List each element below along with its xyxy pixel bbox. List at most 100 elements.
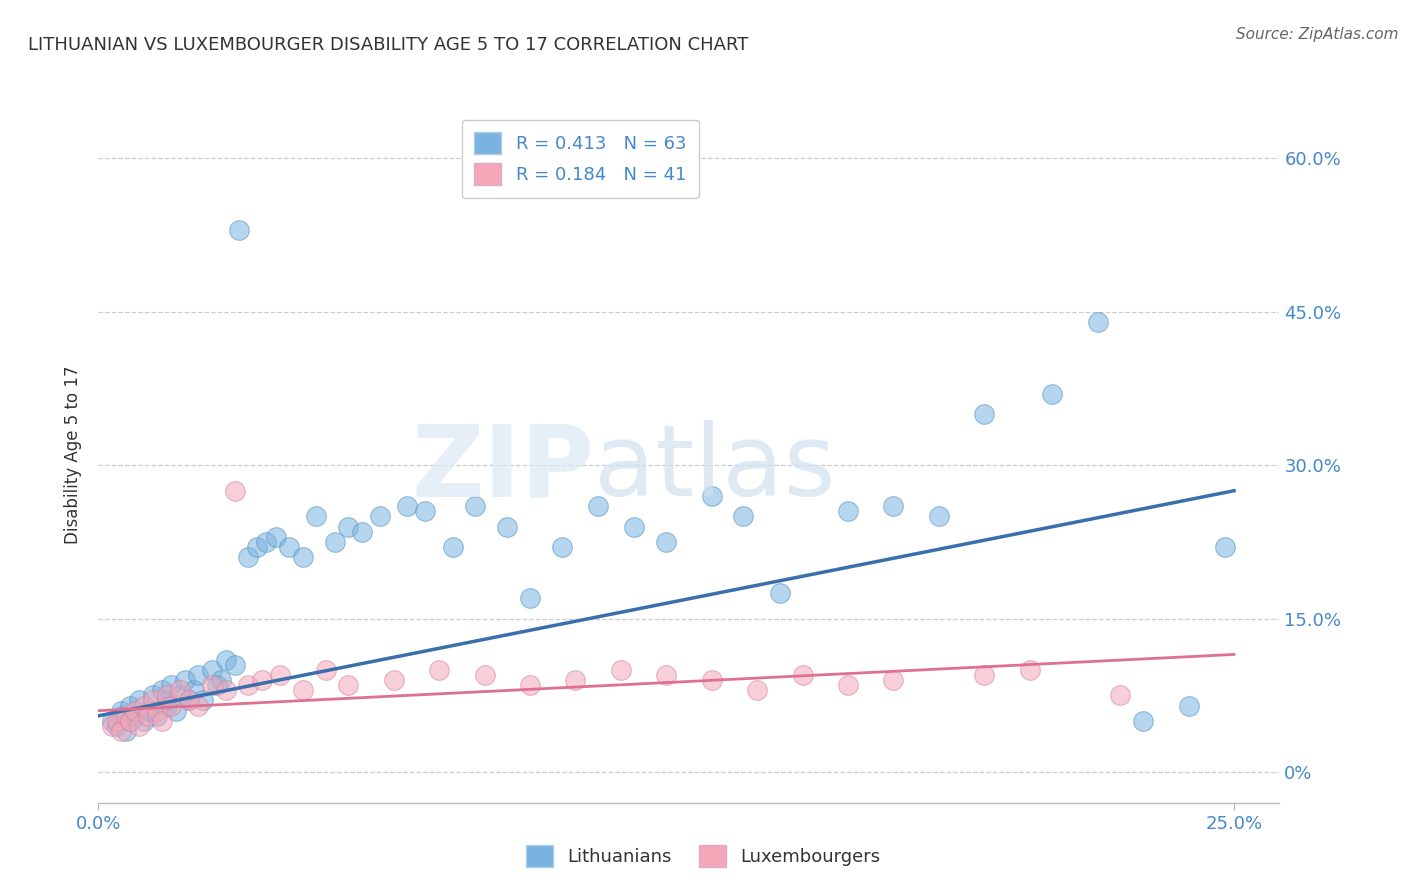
Point	[564, 673, 586, 687]
Point	[179, 693, 201, 707]
Point	[224, 657, 246, 672]
Point	[191, 693, 214, 707]
Point	[214, 683, 236, 698]
Point	[173, 673, 195, 687]
Point	[837, 678, 859, 692]
Point	[1109, 689, 1132, 703]
Point	[610, 663, 633, 677]
Point	[256, 534, 278, 549]
Point	[323, 534, 346, 549]
Point	[427, 663, 450, 677]
Point	[238, 678, 260, 692]
Point	[120, 714, 142, 728]
Point	[1213, 540, 1236, 554]
Legend: R = 0.413   N = 63, R = 0.184   N = 41: R = 0.413 N = 63, R = 0.184 N = 41	[461, 120, 699, 198]
Point	[169, 689, 191, 703]
Point	[337, 519, 360, 533]
Point	[110, 704, 132, 718]
Point	[142, 689, 165, 703]
Point	[337, 678, 360, 692]
Point	[110, 708, 132, 723]
Point	[246, 540, 269, 554]
Text: ZIP: ZIP	[412, 420, 595, 517]
Point	[586, 499, 609, 513]
Point	[551, 540, 574, 554]
Point	[114, 708, 136, 723]
Point	[160, 698, 183, 713]
Point	[882, 673, 904, 687]
Point	[700, 673, 723, 687]
Point	[291, 550, 314, 565]
Point	[110, 724, 132, 739]
Point	[146, 704, 169, 718]
Point	[120, 698, 142, 713]
Point	[114, 724, 136, 739]
Point	[1087, 315, 1109, 329]
Point	[655, 668, 678, 682]
Point	[415, 504, 437, 518]
Point	[146, 708, 169, 723]
Y-axis label: Disability Age 5 to 17: Disability Age 5 to 17	[65, 366, 83, 544]
Point	[132, 714, 155, 728]
Point	[201, 678, 224, 692]
Point	[837, 504, 859, 518]
Point	[474, 668, 496, 682]
Point	[132, 698, 155, 713]
Point	[138, 704, 160, 718]
Point	[205, 678, 228, 692]
Point	[291, 683, 314, 698]
Text: Source: ZipAtlas.com: Source: ZipAtlas.com	[1236, 27, 1399, 42]
Point	[101, 719, 124, 733]
Point	[124, 708, 146, 723]
Text: atlas: atlas	[595, 420, 837, 517]
Point	[238, 550, 260, 565]
Point	[128, 719, 150, 733]
Point	[155, 689, 177, 703]
Point	[1132, 714, 1154, 728]
Point	[519, 678, 541, 692]
Point	[214, 652, 236, 666]
Point	[183, 683, 205, 698]
Point	[224, 483, 246, 498]
Point	[179, 693, 201, 707]
Point	[1040, 386, 1063, 401]
Point	[150, 683, 173, 698]
Point	[496, 519, 519, 533]
Point	[209, 673, 232, 687]
Point	[169, 683, 191, 698]
Point	[464, 499, 486, 513]
Point	[928, 509, 950, 524]
Point	[315, 663, 337, 677]
Point	[882, 499, 904, 513]
Point	[124, 704, 146, 718]
Point	[187, 668, 209, 682]
Point	[155, 698, 177, 713]
Point	[101, 714, 124, 728]
Point	[382, 673, 405, 687]
Point	[250, 673, 273, 687]
Point	[973, 407, 995, 421]
Point	[150, 714, 173, 728]
Point	[128, 693, 150, 707]
Point	[792, 668, 814, 682]
Point	[201, 663, 224, 677]
Point	[519, 591, 541, 606]
Point	[733, 509, 755, 524]
Point	[1018, 663, 1040, 677]
Point	[228, 223, 250, 237]
Point	[269, 668, 291, 682]
Point	[769, 586, 792, 600]
Point	[142, 693, 165, 707]
Point	[1177, 698, 1199, 713]
Point	[160, 678, 183, 692]
Point	[155, 693, 177, 707]
Point	[368, 509, 391, 524]
Point	[655, 534, 678, 549]
Point	[305, 509, 328, 524]
Point	[105, 714, 128, 728]
Point	[441, 540, 464, 554]
Point	[396, 499, 419, 513]
Point	[165, 704, 187, 718]
Point	[623, 519, 645, 533]
Point	[120, 714, 142, 728]
